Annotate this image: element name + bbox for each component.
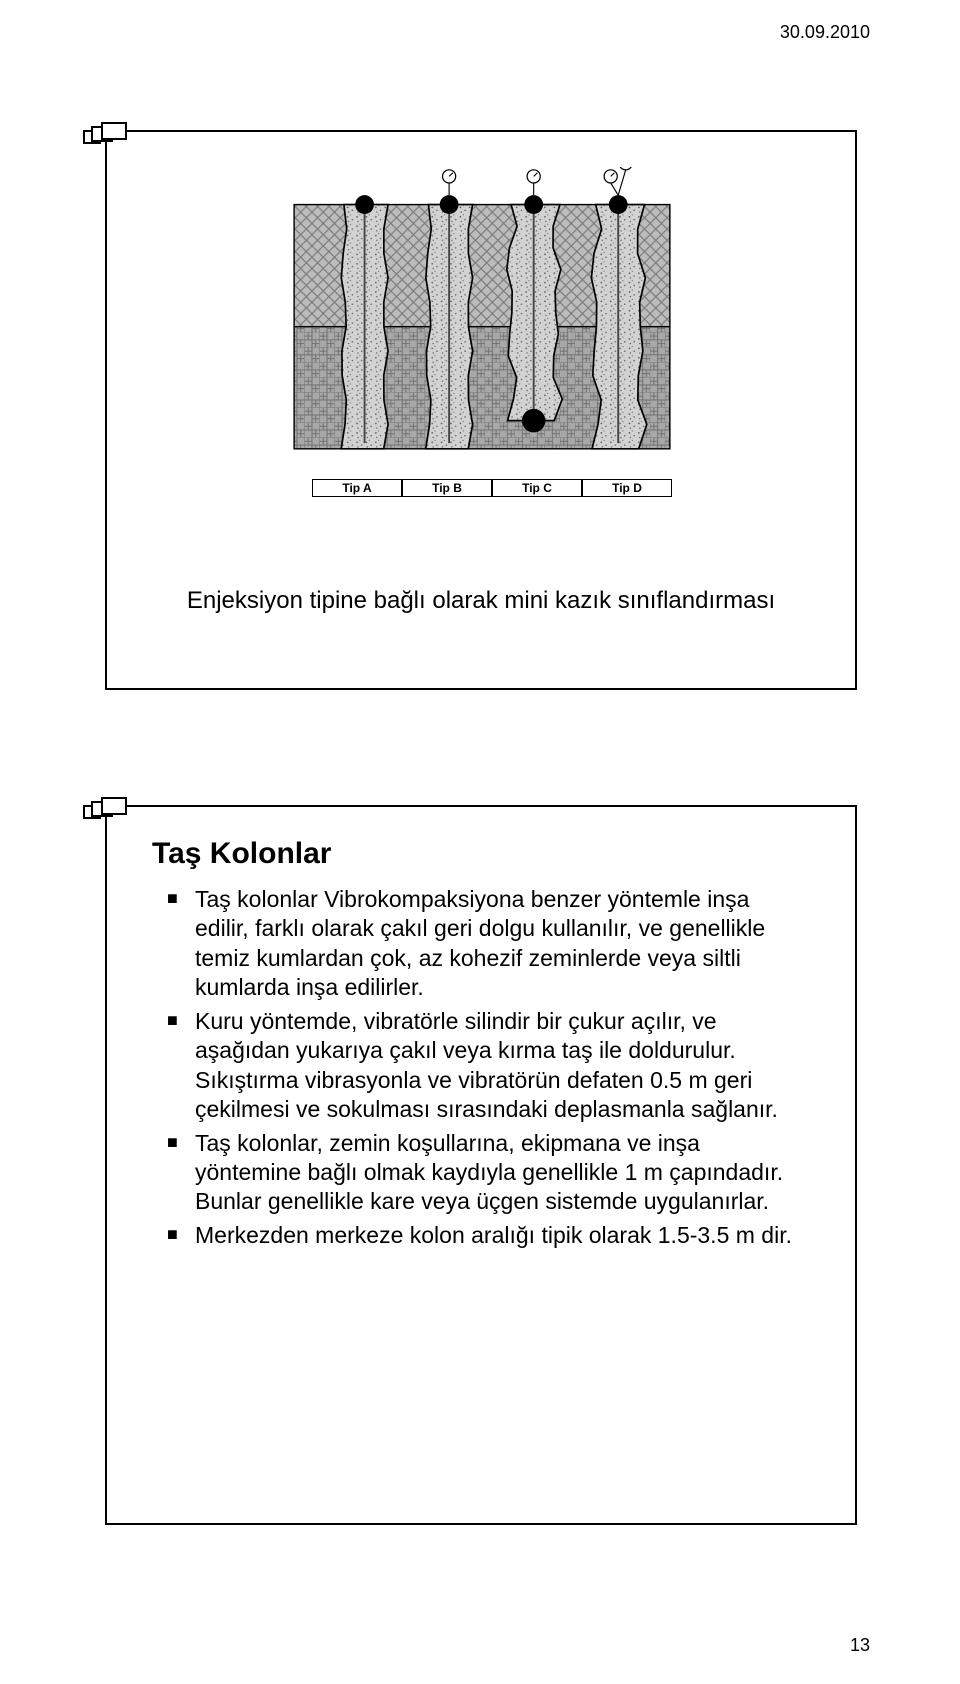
slide-2-title: Taş Kolonlar — [152, 837, 331, 871]
slide-2-body: Taş kolonlar Vibrokompaksiyona benzer yö… — [167, 885, 795, 1254]
bullet-item: Kuru yöntemde, vibratörle silindir bir ç… — [167, 1007, 795, 1125]
corner-deco-icon — [83, 793, 143, 829]
bullet-item: Taş kolonlar, zemin koşullarına, ekipman… — [167, 1129, 795, 1217]
slide-1-figure: Tip ATip BTip CTip D — [277, 167, 687, 477]
mini-pile-diagram — [277, 167, 687, 477]
corner-deco-icon — [83, 118, 143, 154]
bullet-list: Taş kolonlar Vibrokompaksiyona benzer yö… — [167, 885, 795, 1250]
bullet-item: Taş kolonlar Vibrokompaksiyona benzer yö… — [167, 885, 795, 1003]
tip-label: Tip A — [312, 479, 402, 497]
slide-1-frame: Tip ATip BTip CTip D Enjeksiyon tipine b… — [105, 130, 857, 690]
slide-1-caption: Enjeksiyon tipine bağlı olarak mini kazı… — [177, 587, 785, 615]
bullet-item: Merkezden merkeze kolon aralığı tipik ol… — [167, 1221, 795, 1250]
tip-label: Tip B — [402, 479, 492, 497]
tip-label: Tip C — [492, 479, 582, 497]
tip-label: Tip D — [582, 479, 672, 497]
page: 30.09.2010 13 Tip ATip BTip CTip D Enjek… — [0, 0, 960, 1684]
page-number: 13 — [850, 1635, 870, 1656]
header-date: 30.09.2010 — [780, 22, 870, 43]
slide-2-frame: Taş Kolonlar Taş kolonlar Vibrokompaksiy… — [105, 805, 857, 1525]
